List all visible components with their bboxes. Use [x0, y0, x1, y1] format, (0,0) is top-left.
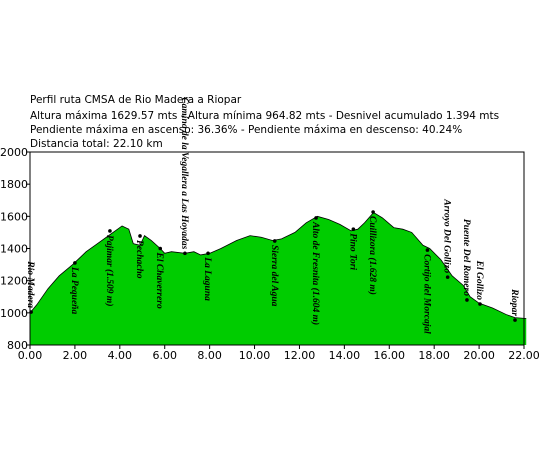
waypoint-label: Puente Del Romero: [461, 219, 471, 296]
waypoint-label: Sierra del Agua: [269, 245, 279, 307]
waypoint: [478, 302, 482, 306]
waypoint: [183, 251, 187, 256]
waypoint: [351, 227, 356, 231]
waypoint: [425, 248, 430, 252]
y-tick-label: 1400: [0, 243, 28, 256]
x-tick-label: 0.00: [18, 349, 43, 362]
chart-subtitle: Pendiente máxima en ascenso: 36.36% - Pe…: [30, 124, 462, 136]
waypoint-label: Rio Madera: [25, 260, 35, 308]
x-tick-label: 16.00: [374, 349, 406, 362]
waypoint-label: La Laguna: [202, 256, 212, 301]
waypoint: [513, 318, 517, 322]
x-tick-label: 14.00: [329, 349, 361, 362]
waypoint-label: Riopar: [509, 288, 519, 316]
waypoint: [314, 216, 318, 220]
y-tick-label: 1200: [0, 275, 28, 288]
waypoint: [272, 239, 277, 243]
x-tick-label: 10.00: [239, 349, 271, 362]
x-tick-label: 18.00: [418, 349, 450, 362]
waypoint-label: El Chaverrero: [154, 252, 164, 309]
x-tick-label: 4.00: [108, 349, 133, 362]
waypoint: [29, 310, 33, 314]
elevation-area: [30, 212, 527, 345]
waypoint-label: Arroyo Del Gollizo: [442, 198, 452, 273]
waypoint: [138, 234, 142, 238]
x-tick-label: 20.00: [463, 349, 495, 362]
x-tick-label: 22.00: [508, 349, 540, 362]
y-tick-label: 1800: [0, 178, 28, 191]
waypoint: [206, 251, 210, 256]
y-tick-label: 1000: [0, 307, 28, 320]
chart-subtitle: Altura máxima 1629.57 mts - Altura mínim…: [30, 110, 499, 122]
waypoint-label: Camino de la Vegallera a Las Hoyadas: [179, 97, 189, 249]
waypoint: [445, 275, 450, 279]
waypoint-label: Pino Tori: [347, 233, 357, 270]
chart-title: Perfil ruta CMSA de Rio Madera a Riopar: [30, 94, 242, 106]
waypoint-label: La Pequeña: [69, 266, 79, 314]
y-tick-label: 800: [7, 339, 28, 352]
chart-subtitle: Distancia total: 22.10 km: [30, 138, 163, 150]
waypoint-label: Cortijo del Morcajal: [421, 254, 431, 334]
waypoint-label: El Gollizo: [474, 260, 484, 301]
waypoint: [371, 210, 375, 214]
waypoint-label: Alto de Fresnita (1.604 m): [310, 221, 321, 325]
x-tick-label: 6.00: [152, 349, 177, 362]
x-tick-label: 2.00: [63, 349, 88, 362]
x-tick-label: 8.00: [197, 349, 222, 362]
elevation-line: [29, 211, 527, 319]
waypoint-label: Pajimar (1.509 m): [104, 235, 115, 307]
waypoint: [465, 298, 469, 302]
waypoint-label: Pechacho: [134, 240, 144, 279]
waypoint-label: Cuillizora (1.628 m): [367, 216, 378, 295]
waypoint: [73, 261, 77, 265]
x-tick-label: 12.00: [284, 349, 316, 362]
waypoint: [108, 229, 112, 233]
y-tick-label: 2000: [0, 146, 28, 159]
y-tick-label: 1600: [0, 210, 28, 223]
waypoint: [158, 246, 163, 251]
